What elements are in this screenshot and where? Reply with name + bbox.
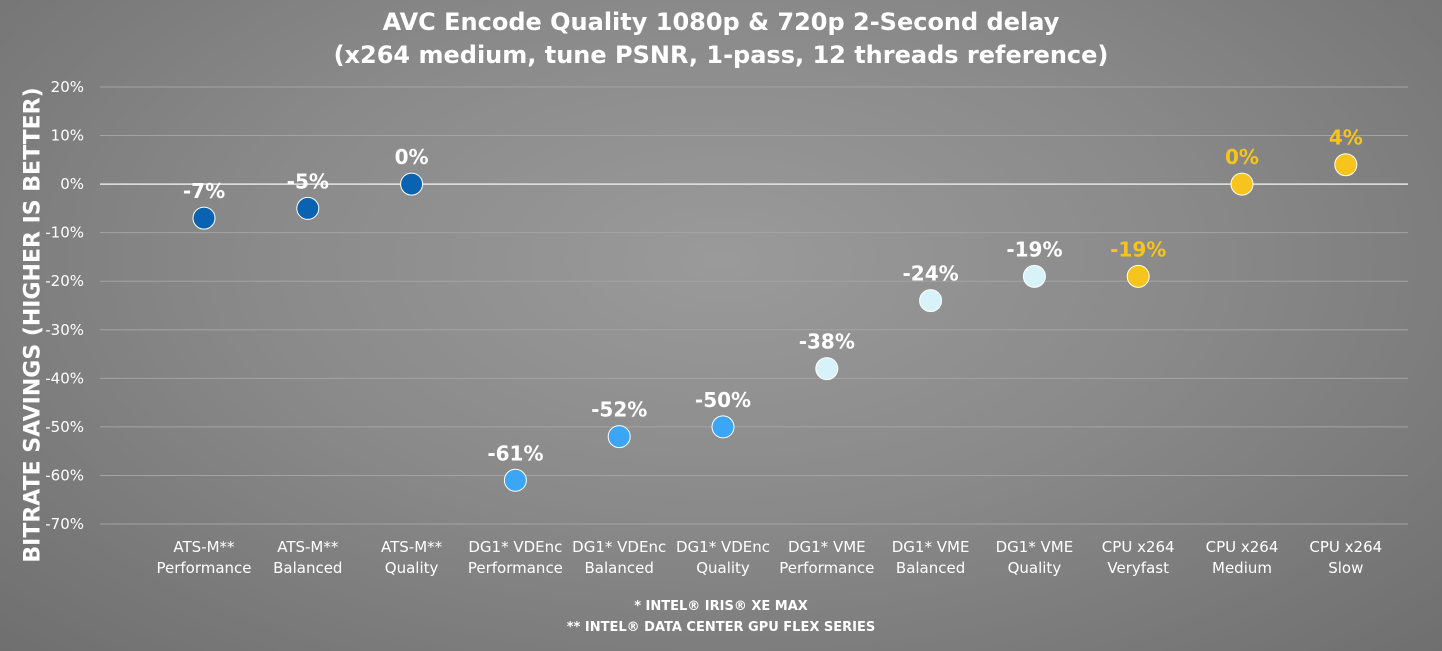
data-label: -61% <box>487 441 543 465</box>
x-tick-label: Performance <box>779 559 874 577</box>
x-tick-label: DG1* VME <box>892 538 970 556</box>
x-tick-label: Performance <box>468 559 563 577</box>
data-point <box>1230 172 1254 196</box>
x-tick-label: Balanced <box>896 559 965 577</box>
chart-title: AVC Encode Quality 1080p & 720p 2-Second… <box>382 8 1060 36</box>
data-label: -24% <box>903 262 959 286</box>
data-label: -38% <box>799 330 855 354</box>
data-point <box>296 196 320 220</box>
data-label: 0% <box>1225 145 1259 169</box>
x-tick-label: ATS-M** <box>277 538 339 556</box>
y-tick-label: -30% <box>45 321 84 339</box>
data-point <box>815 357 839 381</box>
x-tick-label: CPU x264 <box>1309 538 1382 556</box>
data-point <box>192 206 216 230</box>
data-point <box>503 468 527 492</box>
data-label: -5% <box>287 169 329 193</box>
x-tick-label: Veryfast <box>1107 559 1169 577</box>
x-tick-label: DG1* VDEnc <box>572 538 666 556</box>
data-label: 0% <box>395 145 429 169</box>
x-tick-label: Slow <box>1328 559 1363 577</box>
data-point <box>919 289 943 313</box>
x-tick-label: CPU x264 <box>1102 538 1175 556</box>
data-point <box>1022 264 1046 288</box>
data-label: -7% <box>183 179 225 203</box>
data-label: -52% <box>591 398 647 422</box>
data-point <box>1126 264 1150 288</box>
x-tick-label: DG1* VDEnc <box>468 538 562 556</box>
y-tick-label: -60% <box>45 466 84 484</box>
x-tick-label: DG1* VDEnc <box>676 538 770 556</box>
y-tick-label: 0% <box>60 175 84 193</box>
data-point <box>400 172 424 196</box>
x-tick-label: Balanced <box>585 559 654 577</box>
x-tick-label: Performance <box>156 559 251 577</box>
data-label: -19% <box>1110 237 1166 261</box>
footnote-iris-xe-max: * INTEL® IRIS® XE MAX <box>634 599 808 614</box>
x-tick-label: Medium <box>1212 559 1272 577</box>
data-point <box>607 425 631 449</box>
y-tick-label: -50% <box>45 418 84 436</box>
data-point <box>711 415 735 439</box>
y-tick-label: 20% <box>51 78 84 96</box>
x-tick-label: Balanced <box>273 559 342 577</box>
x-tick-label: DG1* VME <box>788 538 866 556</box>
x-tick-label: ATS-M** <box>173 538 235 556</box>
data-label: -50% <box>695 388 751 412</box>
y-tick-label: -20% <box>45 272 84 290</box>
data-label: -19% <box>1006 237 1062 261</box>
x-tick-label: Quality <box>385 559 439 577</box>
x-tick-label: DG1* VME <box>996 538 1074 556</box>
y-tick-label: -70% <box>45 515 84 533</box>
y-tick-label: -10% <box>45 224 84 242</box>
footnote-flex-series: ** INTEL® DATA CENTER GPU FLEX SERIES <box>566 620 876 635</box>
x-tick-label: Quality <box>696 559 750 577</box>
x-tick-label: ATS-M** <box>381 538 443 556</box>
y-tick-label: -40% <box>45 369 84 387</box>
chart-subtitle: (x264 medium, tune PSNR, 1-pass, 12 thre… <box>333 41 1109 69</box>
x-tick-label: CPU x264 <box>1206 538 1279 556</box>
x-tick-label: Quality <box>1008 559 1062 577</box>
data-point <box>1334 153 1358 177</box>
data-label: 4% <box>1329 126 1363 150</box>
y-tick-label: 10% <box>51 127 84 145</box>
